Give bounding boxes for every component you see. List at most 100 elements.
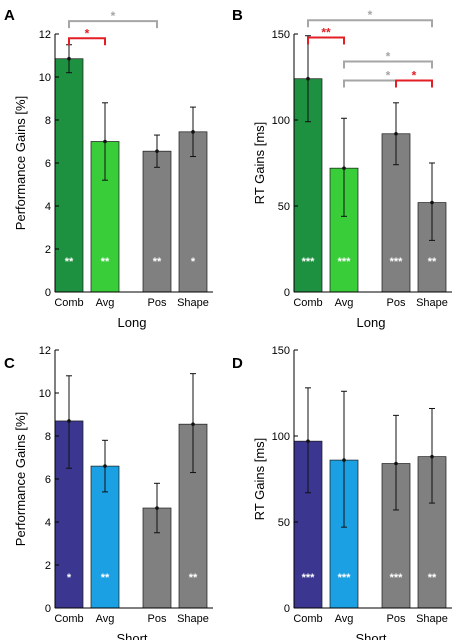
- mean-dot: [191, 130, 195, 134]
- mean-dot: [394, 461, 398, 466]
- y-tick-label: 4: [45, 201, 51, 213]
- y-tick-label: 8: [45, 115, 51, 127]
- y-tick-label: 50: [278, 201, 290, 213]
- x-tick-label: Shape: [177, 613, 209, 625]
- bar-significance-label: ***: [302, 572, 316, 584]
- comparison-significance-label: *: [368, 8, 373, 22]
- bar-significance-label: **: [189, 572, 198, 584]
- mean-dot: [155, 506, 159, 510]
- y-tick-label: 100: [272, 431, 290, 443]
- bar-significance-label: ***: [338, 256, 352, 268]
- y-tick-label: 8: [45, 431, 51, 443]
- mean-dot: [306, 76, 310, 81]
- y-axis-label: Performance Gains [%]: [13, 96, 28, 230]
- comparison-significance-label: *: [412, 68, 417, 82]
- panel-letter: A: [4, 7, 15, 24]
- bar-significance-label: **: [65, 256, 74, 268]
- mean-dot: [103, 464, 107, 468]
- x-tick-label: Comb: [54, 297, 83, 309]
- y-tick-label: 12: [39, 345, 51, 357]
- comparison-bracket: [68, 20, 158, 29]
- bar: [142, 150, 172, 293]
- y-tick-label: 6: [45, 158, 51, 170]
- comparison-bracket: [343, 60, 433, 69]
- comparison-significance-label: *: [85, 26, 90, 40]
- comparison-significance-label: *: [111, 9, 116, 23]
- bar-significance-label: **: [153, 256, 162, 268]
- panel-letter: C: [4, 355, 15, 372]
- y-tick-label: 2: [45, 560, 51, 572]
- y-tick-label: 100: [272, 115, 290, 127]
- bar: [54, 58, 84, 293]
- mean-dot: [67, 56, 71, 61]
- y-tick-label: 2: [45, 244, 51, 256]
- comparison-bracket: [68, 37, 106, 46]
- comparison-significance-label: *: [386, 50, 391, 64]
- bar-significance-label: ***: [390, 572, 404, 584]
- y-tick-label: 6: [45, 474, 51, 486]
- y-axis-label: RT Gains [ms]: [252, 122, 267, 205]
- y-tick-label: 50: [278, 517, 290, 529]
- mean-dot: [306, 439, 310, 443]
- bar-significance-label: **: [428, 572, 437, 584]
- mean-dot: [430, 200, 434, 205]
- x-tick-label: Pos: [387, 613, 406, 625]
- comparison-bracket: [307, 36, 345, 45]
- bar-significance-label: ***: [338, 572, 352, 584]
- comparison-significance-label: *: [386, 68, 391, 82]
- x-tick-label: Comb: [293, 297, 322, 309]
- bar-significance-label: ***: [302, 256, 316, 268]
- mean-dot: [430, 454, 434, 459]
- bar-significance-label: ***: [390, 256, 404, 268]
- panel-letter: D: [232, 355, 243, 372]
- x-tick-label: Shape: [416, 613, 448, 625]
- x-tick-label: Comb: [293, 613, 322, 625]
- mean-dot: [342, 458, 346, 462]
- x-tick-label: Avg: [96, 613, 115, 625]
- x-tick-label: Pos: [387, 297, 406, 309]
- mean-dot: [191, 422, 195, 426]
- y-tick-label: 10: [39, 388, 51, 400]
- bar-significance-label: **: [101, 572, 110, 584]
- x-tick-label: Comb: [54, 613, 83, 625]
- y-tick-label: 150: [272, 345, 290, 357]
- y-tick-label: 150: [272, 29, 290, 41]
- x-tick-label: Shape: [177, 297, 209, 309]
- mean-dot: [342, 166, 346, 170]
- mean-dot: [394, 131, 398, 136]
- bar-significance-label: *: [67, 572, 72, 584]
- x-tick-label: Pos: [148, 297, 167, 309]
- y-tick-label: 0: [284, 287, 290, 299]
- y-tick-label: 4: [45, 517, 51, 529]
- mean-dot: [155, 149, 159, 153]
- comparison-bracket: [395, 79, 433, 88]
- y-axis-label: Performance Gains [%]: [13, 412, 28, 546]
- y-tick-label: 0: [45, 287, 51, 299]
- x-axis-label: Long: [118, 315, 147, 330]
- y-tick-label: 0: [284, 603, 290, 615]
- x-axis-label: Short: [116, 631, 147, 640]
- y-tick-label: 12: [39, 29, 51, 41]
- x-axis-label: Short: [355, 631, 386, 640]
- panel-letter: B: [232, 7, 243, 24]
- mean-dot: [67, 419, 71, 423]
- x-tick-label: Avg: [335, 297, 354, 309]
- y-tick-label: 0: [45, 603, 51, 615]
- bar-significance-label: **: [101, 256, 110, 268]
- y-tick-label: 10: [39, 72, 51, 84]
- x-tick-label: Shape: [416, 297, 448, 309]
- x-tick-label: Avg: [335, 613, 354, 625]
- mean-dot: [103, 139, 107, 144]
- y-axis-label: RT Gains [ms]: [252, 438, 267, 521]
- x-axis-label: Long: [357, 315, 386, 330]
- x-tick-label: Avg: [96, 297, 115, 309]
- x-tick-label: Pos: [148, 613, 167, 625]
- bar-significance-label: *: [191, 256, 196, 268]
- bar-significance-label: **: [428, 256, 437, 268]
- comparison-bracket: [307, 19, 433, 28]
